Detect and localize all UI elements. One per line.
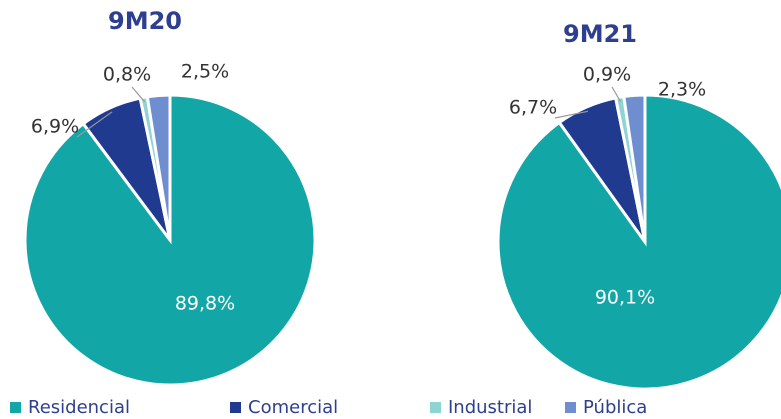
data-label: 2,3%: [658, 79, 706, 101]
data-label: 2,5%: [181, 61, 229, 83]
data-label: 6,9%: [31, 116, 79, 138]
legend-swatch: [10, 402, 21, 413]
leader-line: [76, 111, 113, 138]
legend-swatch: [430, 402, 441, 413]
pie-slice: [496, 93, 781, 391]
pie-slice: [622, 93, 647, 243]
chart-title: 9M21: [563, 20, 637, 48]
data-label: 89,8%: [175, 293, 235, 315]
legend-label: Residencial: [28, 397, 130, 418]
pie-slice: [145, 93, 172, 241]
legend-swatch: [565, 402, 576, 413]
chart-title: 9M20: [108, 7, 182, 35]
legend-label: Comercial: [248, 397, 338, 418]
data-label: 6,7%: [509, 97, 557, 119]
leader-line: [611, 86, 622, 102]
data-label: 90,1%: [595, 287, 655, 309]
legend-label: Industrial: [448, 397, 532, 418]
leader-line: [131, 86, 145, 103]
leader-line: [554, 110, 589, 119]
legend-label: Pública: [583, 397, 647, 418]
data-label: 0,9%: [583, 64, 631, 86]
data-label: 0,8%: [103, 64, 151, 86]
legend-swatch: [230, 402, 241, 413]
